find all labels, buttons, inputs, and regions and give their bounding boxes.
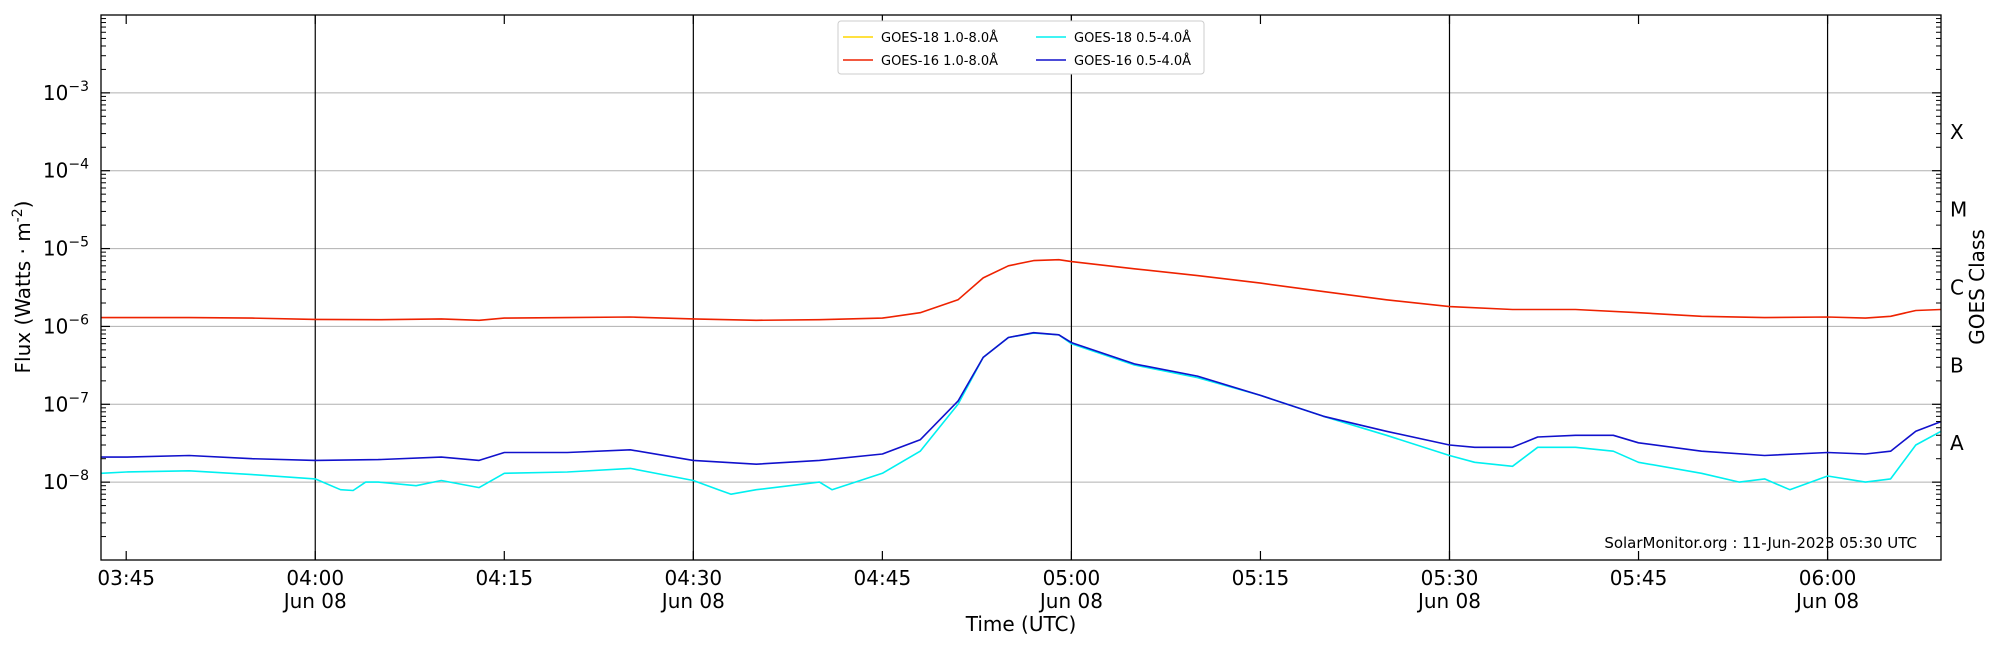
x-tick-label: 04:30 bbox=[665, 566, 723, 590]
y-tick-label-base: 10 bbox=[43, 392, 68, 416]
x-tick-date-label: Jun 08 bbox=[660, 589, 725, 613]
y-tick-label-exponent: −5 bbox=[68, 235, 89, 251]
goes-class-label: B bbox=[1950, 353, 1964, 377]
x-tick-label: 04:45 bbox=[854, 566, 912, 590]
y-tick-label: 10−7 bbox=[43, 390, 89, 416]
y-tick-label: 10−8 bbox=[43, 468, 89, 494]
goes-class-label: M bbox=[1950, 198, 1967, 222]
series-line-3 bbox=[101, 331, 1942, 466]
series-line-1 bbox=[101, 258, 1942, 322]
y-tick-label: 10−3 bbox=[43, 79, 89, 105]
legend-label-goes18-short: GOES-18 0.5-4.0Å bbox=[1074, 30, 1191, 46]
y-tick-label: 10−4 bbox=[43, 157, 89, 183]
y-tick-label-exponent: −8 bbox=[68, 468, 89, 484]
x-tick-date-label: Jun 08 bbox=[1038, 589, 1103, 613]
legend: GOES-18 1.0-8.0Å GOES-16 1.0-8.0Å GOES-1… bbox=[837, 20, 1205, 75]
x-tick-label: 04:15 bbox=[475, 566, 533, 590]
plot-frame bbox=[100, 14, 1942, 561]
y-tick-label-exponent: −7 bbox=[68, 390, 89, 406]
x-tick-label: 05:45 bbox=[1610, 566, 1668, 590]
x-tick-date-label: Jun 08 bbox=[1416, 589, 1481, 613]
y-axis-label: Flux (Watts · m-2) bbox=[10, 201, 35, 374]
legend-label-goes18-long: GOES-18 1.0-8.0Å bbox=[881, 30, 998, 46]
goes-class-label: X bbox=[1950, 120, 1964, 144]
y-tick-label: 10−6 bbox=[43, 312, 89, 338]
y-tick-label: 10−5 bbox=[43, 235, 89, 261]
legend-frame bbox=[837, 20, 1205, 75]
legend-label-goes16-short: GOES-16 0.5-4.0Å bbox=[1074, 53, 1191, 69]
x-axis-label: Time (UTC) bbox=[965, 612, 1077, 636]
x-tick-label: 06:00 bbox=[1799, 566, 1857, 590]
y-tick-label-base: 10 bbox=[43, 470, 68, 494]
y-axis-label-close: ) bbox=[11, 201, 35, 209]
goes-class-label: C bbox=[1950, 276, 1964, 300]
y-axis-label-exponent: -2 bbox=[10, 208, 26, 222]
legend-label-goes16-long: GOES-16 1.0-8.0Å bbox=[881, 53, 998, 69]
x-tick-date-label: Jun 08 bbox=[282, 589, 347, 613]
x-tick-label: 04:00 bbox=[286, 566, 344, 590]
y-tick-label-base: 10 bbox=[43, 159, 68, 183]
source-annotation: SolarMonitor.org : 11-Jun-2023 05:30 UTC bbox=[1604, 534, 1917, 552]
y-tick-label-base: 10 bbox=[43, 237, 68, 261]
y-tick-label-base: 10 bbox=[43, 81, 68, 105]
x-tick-date-label: Jun 08 bbox=[1794, 589, 1859, 613]
y-tick-label-exponent: −3 bbox=[68, 79, 89, 95]
y-tick-label-exponent: −4 bbox=[68, 157, 89, 173]
x-tick-label: 05:30 bbox=[1421, 566, 1479, 590]
y-axis-label-text: Flux (Watts · m bbox=[11, 222, 35, 373]
y-tick-label-base: 10 bbox=[43, 314, 68, 338]
goes-class-axis-label: GOES Class bbox=[1965, 229, 1989, 345]
x-tick-label: 05:15 bbox=[1232, 566, 1290, 590]
x-tick-label: 03:45 bbox=[97, 566, 155, 590]
x-tick-label: 05:00 bbox=[1043, 566, 1101, 590]
y-tick-label-exponent: −6 bbox=[68, 312, 89, 328]
goes-class-label: A bbox=[1950, 431, 1964, 455]
